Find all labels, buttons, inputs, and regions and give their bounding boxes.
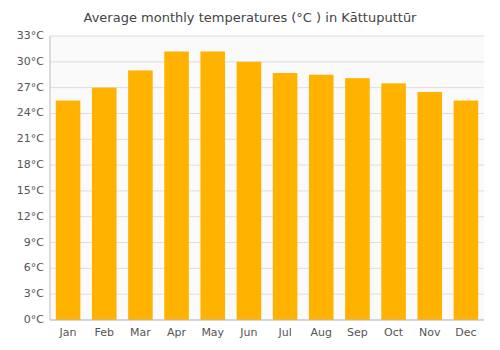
- x-tick-label: Mar: [130, 326, 151, 339]
- y-tick-label: 18°C: [17, 158, 44, 171]
- x-axis: Jan Feb Mar Apr May Jun Jul Aug Sep Oct Nov Dec: [59, 326, 477, 339]
- y-tick-label: 9°C: [24, 236, 44, 249]
- bar: [92, 88, 117, 320]
- bars: [56, 51, 478, 320]
- y-axis: 0°C 3°C 6°C 9°C 12°C 15°C 18°C 21°C 24°C 27°C 30°C…: [17, 29, 50, 326]
- x-tick-label: Nov: [419, 326, 441, 339]
- bar: [417, 92, 442, 320]
- x-tick-label: Jul: [277, 326, 291, 339]
- x-tick-label: Sep: [347, 326, 368, 339]
- bar: [345, 78, 370, 320]
- x-tick-label: Jan: [59, 326, 77, 339]
- x-axis-line: [50, 320, 484, 321]
- bar: [200, 51, 225, 320]
- y-tick-label: 24°C: [17, 106, 44, 119]
- x-tick-label: Jun: [239, 326, 257, 339]
- bar: [454, 101, 479, 320]
- y-tick-label: 27°C: [17, 81, 44, 94]
- page: {"chart_data": {"type": "bar", "title": …: [0, 0, 500, 350]
- y-tick-label: 3°C: [24, 287, 44, 300]
- y-tick-label: 6°C: [24, 261, 44, 274]
- plot-background: [50, 36, 484, 320]
- y-tick-label: 33°C: [17, 29, 44, 42]
- bar: [381, 83, 406, 320]
- y-tick-label: 15°C: [17, 184, 44, 197]
- x-tick-label: Apr: [167, 326, 187, 339]
- title: Average monthly temperatures (°C ) in Kā…: [84, 10, 418, 25]
- x-tick-label: Dec: [455, 326, 476, 339]
- y-tick-label: 0°C: [24, 313, 44, 326]
- y-tick-label: 12°C: [17, 210, 44, 223]
- x-tick-label: Oct: [384, 326, 404, 339]
- y-tick-label: 30°C: [17, 55, 44, 68]
- bar: [273, 73, 298, 320]
- bar: [309, 75, 334, 320]
- x-tick-label: May: [201, 326, 224, 339]
- bar: [56, 101, 81, 320]
- y-tick-label: 21°C: [17, 132, 44, 145]
- x-tick-label: Aug: [311, 326, 332, 339]
- y-axis-line: [50, 36, 51, 320]
- grid-line: [50, 36, 484, 37]
- grid-line: [50, 61, 484, 62]
- grid: [50, 36, 484, 320]
- bar: [164, 51, 189, 320]
- bar: [237, 62, 262, 320]
- chart-svg: 0°C 3°C 6°C 9°C 12°C 15°C 18°C 21°C 24°C 27°C 30°C…: [0, 0, 500, 350]
- grid-line: [50, 320, 484, 321]
- chart-container: 0°C 3°C 6°C 9°C 12°C 15°C 18°C 21°C 24°C 27°C 30°C…: [0, 0, 500, 350]
- x-tick-label: Feb: [95, 326, 114, 339]
- bar: [128, 70, 153, 320]
